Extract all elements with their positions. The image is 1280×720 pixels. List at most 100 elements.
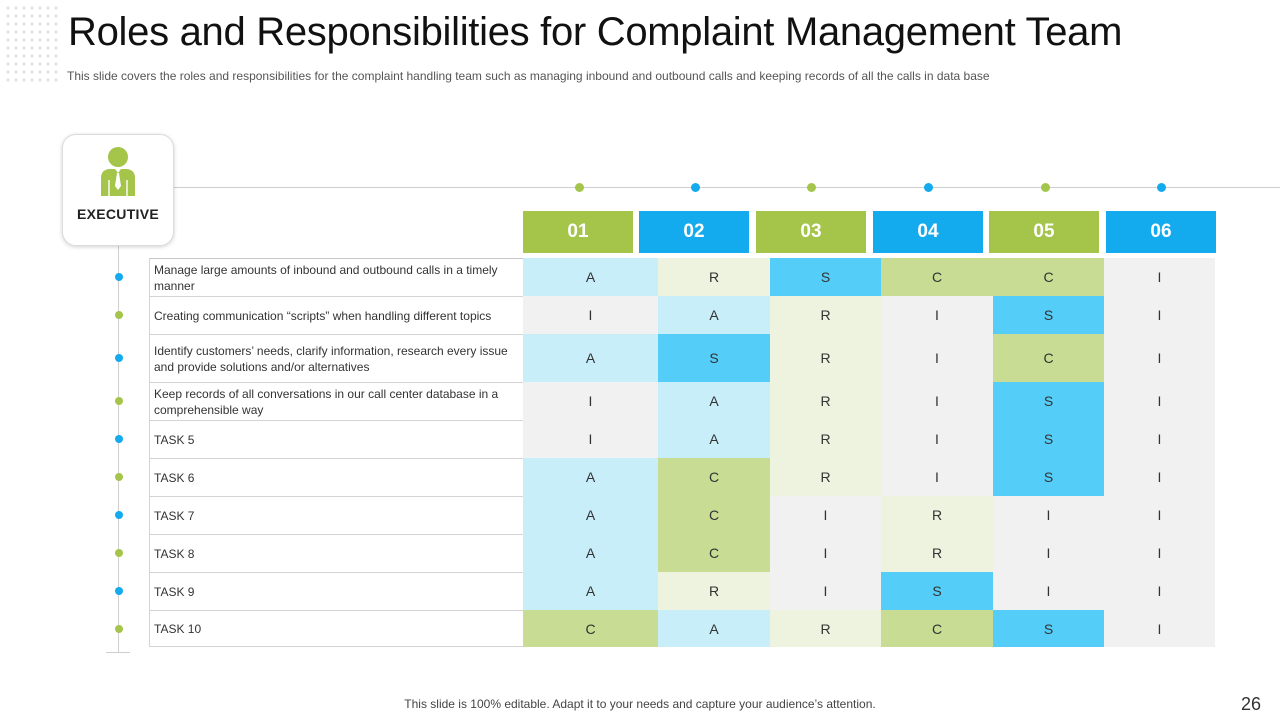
timeline-dot — [807, 183, 816, 192]
column-header: 05 — [989, 211, 1099, 253]
matrix-cell: I — [1104, 296, 1215, 334]
column-header: 02 — [639, 211, 749, 253]
matrix-cell: I — [523, 296, 658, 334]
column-header: 03 — [756, 211, 866, 253]
matrix-cell: I — [881, 296, 993, 334]
matrix-cell: A — [523, 534, 658, 572]
matrix-cell: A — [658, 296, 770, 334]
matrix-cell: C — [993, 258, 1104, 296]
matrix-cell: A — [523, 458, 658, 496]
matrix-cell: R — [770, 296, 881, 334]
matrix-cell: S — [770, 258, 881, 296]
row-timeline-dot — [115, 354, 123, 362]
timeline-dot — [1157, 183, 1166, 192]
column-header: 04 — [873, 211, 983, 253]
row-timeline-dot — [115, 311, 123, 319]
matrix-cell: R — [770, 610, 881, 647]
matrix-cell: C — [881, 258, 993, 296]
matrix-cell: I — [881, 334, 993, 382]
task-label: TASK 8 — [149, 534, 523, 572]
matrix-cell: C — [881, 610, 993, 647]
matrix-cell: I — [881, 420, 993, 458]
executive-card: EXECUTIVE — [62, 134, 174, 246]
task-label: Keep records of all conversations in our… — [149, 382, 523, 420]
matrix-cell: I — [1104, 534, 1215, 572]
matrix-cell: I — [881, 382, 993, 420]
matrix-cell: I — [523, 382, 658, 420]
page-number: 26 — [1240, 694, 1261, 714]
matrix-cell: S — [658, 334, 770, 382]
row-timeline-dot — [115, 511, 123, 519]
matrix-cell: R — [770, 458, 881, 496]
timeline-vertical-base — [106, 652, 130, 653]
row-timeline-dot — [115, 549, 123, 557]
executive-person-icon — [101, 147, 135, 196]
matrix-cell: I — [1104, 572, 1215, 610]
timeline-dot — [1041, 183, 1050, 192]
timeline-horizontal-line — [172, 187, 1280, 188]
matrix-cell: C — [993, 334, 1104, 382]
timeline-dot — [924, 183, 933, 192]
row-timeline-dot — [115, 273, 123, 281]
matrix-cell: I — [993, 572, 1104, 610]
task-label: Manage large amounts of inbound and outb… — [149, 258, 523, 296]
matrix-cell: I — [881, 458, 993, 496]
matrix-cell: R — [770, 334, 881, 382]
column-header: 06 — [1106, 211, 1216, 253]
matrix-cell: R — [658, 572, 770, 610]
matrix-cell: I — [770, 496, 881, 534]
row-timeline-dot — [115, 587, 123, 595]
matrix-cell: I — [993, 496, 1104, 534]
task-label: TASK 7 — [149, 496, 523, 534]
matrix-cell: C — [523, 610, 658, 647]
matrix-cell: I — [1104, 420, 1215, 458]
row-timeline-dot — [115, 473, 123, 481]
matrix-cell: S — [993, 382, 1104, 420]
matrix-cell: A — [658, 382, 770, 420]
task-label: TASK 10 — [149, 610, 523, 647]
row-timeline-dot — [115, 625, 123, 633]
task-column-bottom-border — [149, 646, 523, 647]
task-label: Identify customers’ needs, clarify infor… — [149, 334, 523, 382]
matrix-cell: I — [1104, 334, 1215, 382]
matrix-cell: C — [658, 534, 770, 572]
task-label: TASK 5 — [149, 420, 523, 458]
matrix-cell: I — [1104, 496, 1215, 534]
row-timeline-dot — [115, 397, 123, 405]
timeline-dot — [691, 183, 700, 192]
matrix-cell: I — [770, 534, 881, 572]
decorative-dot-pattern — [4, 4, 60, 84]
matrix-cell: R — [770, 420, 881, 458]
matrix-cell: S — [993, 610, 1104, 647]
matrix-cell: I — [1104, 610, 1215, 647]
task-label: TASK 9 — [149, 572, 523, 610]
matrix-cell: R — [881, 534, 993, 572]
matrix-cell: I — [770, 572, 881, 610]
matrix-cell: S — [993, 420, 1104, 458]
matrix-cell: R — [658, 258, 770, 296]
page-subtitle: This slide covers the roles and responsi… — [67, 69, 990, 83]
matrix-cell: A — [523, 334, 658, 382]
timeline-dot — [575, 183, 584, 192]
executive-label: EXECUTIVE — [76, 206, 160, 222]
task-label: Creating communication “scripts” when ha… — [149, 296, 523, 334]
matrix-cell: S — [993, 296, 1104, 334]
footer-note: This slide is 100% editable. Adapt it to… — [404, 697, 876, 711]
row-timeline-dot — [115, 435, 123, 443]
matrix-cell: I — [1104, 382, 1215, 420]
task-column-left-border — [149, 258, 150, 647]
matrix-cell: I — [1104, 458, 1215, 496]
matrix-cell: A — [658, 420, 770, 458]
matrix-cell: I — [523, 420, 658, 458]
matrix-cell: I — [993, 534, 1104, 572]
matrix-cell: I — [1104, 258, 1215, 296]
matrix-cell: A — [658, 610, 770, 647]
matrix-cell: A — [523, 496, 658, 534]
matrix-cell: S — [993, 458, 1104, 496]
matrix-cell: A — [523, 258, 658, 296]
matrix-cell: S — [881, 572, 993, 610]
matrix-cell: R — [770, 382, 881, 420]
timeline-vertical-line — [118, 244, 119, 652]
matrix-cell: C — [658, 458, 770, 496]
matrix-cell: C — [658, 496, 770, 534]
